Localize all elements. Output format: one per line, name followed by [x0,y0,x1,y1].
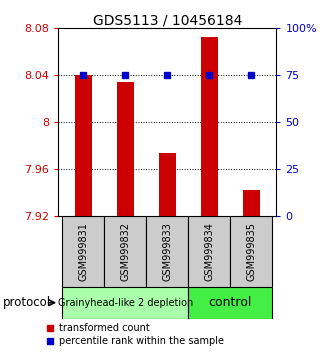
Text: GSM999832: GSM999832 [121,222,131,281]
Bar [230,216,272,287]
Title: GDS5113 / 10456184: GDS5113 / 10456184 [93,13,242,27]
Bar [201,36,218,216]
Text: GSM999833: GSM999833 [162,222,172,281]
Text: protocol: protocol [3,296,52,309]
Bar [117,82,134,216]
Bar [159,153,176,216]
Bar [147,216,188,287]
Bar [243,190,260,216]
Text: control: control [208,296,252,309]
Bar [105,216,147,287]
Bar [63,287,188,319]
Bar [188,216,230,287]
Text: GSM999834: GSM999834 [204,222,214,281]
Text: GSM999831: GSM999831 [79,222,89,281]
Legend: transformed count, percentile rank within the sample: transformed count, percentile rank withi… [47,324,224,346]
Text: GSM999835: GSM999835 [246,222,256,281]
Bar [63,216,105,287]
Bar [188,287,272,319]
Bar [75,75,92,216]
Text: Grainyhead-like 2 depletion: Grainyhead-like 2 depletion [58,298,193,308]
